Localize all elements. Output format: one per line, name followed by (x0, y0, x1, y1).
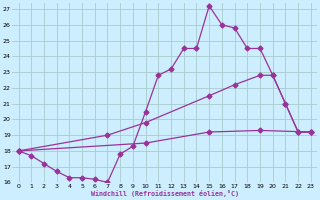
X-axis label: Windchill (Refroidissement éolien,°C): Windchill (Refroidissement éolien,°C) (91, 190, 239, 197)
